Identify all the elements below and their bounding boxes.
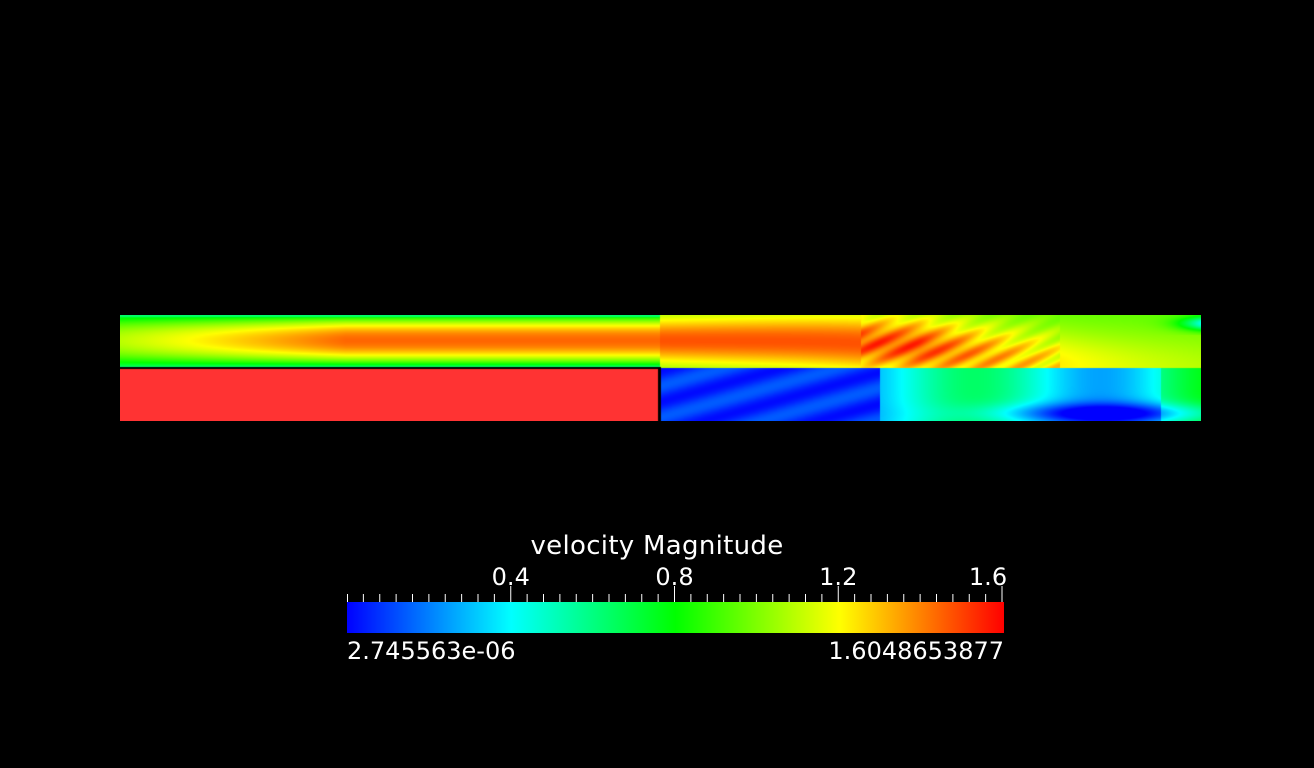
tick-label-1-6: 1.6 <box>968 563 1008 591</box>
range-min-label: 2.745563e-06 <box>347 637 516 665</box>
range-max-label: 1.6048653877 <box>828 637 1004 665</box>
colorbar-gradient <box>347 602 1004 633</box>
velocity-field-plot <box>120 315 1201 421</box>
colorbar-legend: 0.4 0.8 1.2 1.6 2.745563e-06 1.604865387… <box>347 563 1008 665</box>
tick-label-0-4: 0.4 <box>491 563 530 591</box>
tick-label-1-2: 1.2 <box>819 563 858 591</box>
tick-label-0-8: 0.8 <box>655 563 694 591</box>
colorbar-title: velocity Magnitude <box>530 531 784 561</box>
